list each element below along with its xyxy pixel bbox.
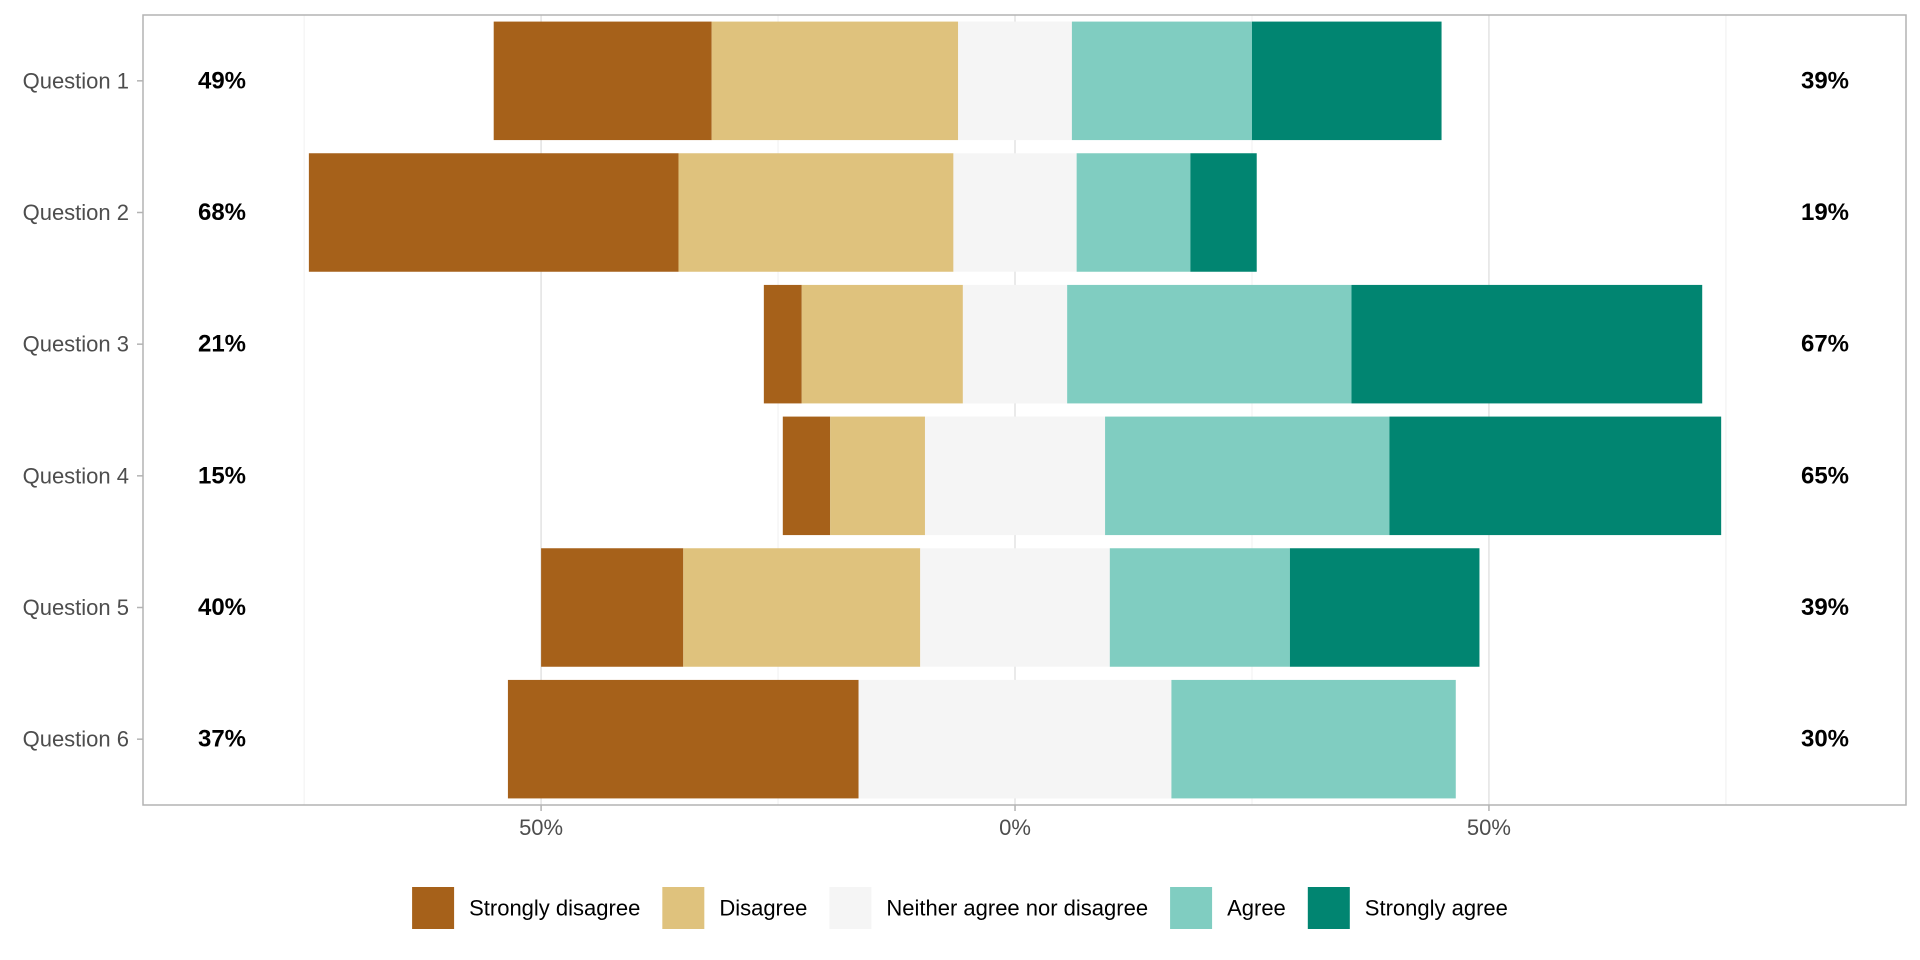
legend-key [412, 887, 455, 929]
agree-percent-label: 19% [1801, 199, 1849, 226]
bar-agree [1109, 548, 1290, 667]
plot-background [143, 15, 1906, 805]
y-axis-labels: Question 1 Question 2 Question 3 Question 4… [23, 68, 143, 752]
disagree-percent-label: 49% [198, 67, 246, 94]
x-tick-label: 50% [1467, 815, 1511, 840]
legend-item-disagree: Disagree [662, 887, 807, 929]
x-axis-labels: 50% 0% 50% [519, 805, 1511, 840]
percent-labels: 49% 39% 68% 19% 21% 67% 15% 65% 40% 39% 37% 30% [198, 67, 1849, 752]
legend-item-neither-agree-nor-disagree: Neither agree nor disagree [829, 887, 1148, 929]
bars [308, 21, 1722, 799]
bar-neither-agree-nor-disagree [858, 679, 1172, 799]
legend-label: Strongly agree [1365, 896, 1508, 921]
bar-strongly-disagree [541, 548, 684, 667]
y-tick-label: Question 2 [23, 200, 129, 225]
bar-agree [1105, 416, 1390, 536]
agree-percent-label: 39% [1801, 594, 1849, 621]
legend-key [1307, 887, 1350, 929]
y-tick-label: Question 5 [23, 595, 129, 620]
bar-neither-agree-nor-disagree [924, 416, 1106, 536]
agree-percent-label: 39% [1801, 67, 1849, 94]
legend-item-agree: Agree [1170, 887, 1286, 929]
y-tick-label: Question 4 [23, 463, 129, 488]
x-tick-label: 50% [519, 815, 563, 840]
agree-percent-label: 30% [1801, 726, 1849, 753]
bar-disagree [711, 21, 959, 141]
bar-strongly-disagree [763, 284, 802, 404]
disagree-percent-label: 68% [198, 199, 246, 226]
legend: Strongly disagree Disagree Neither agree n… [412, 887, 1508, 929]
bar-strongly-disagree [493, 21, 712, 141]
bar-agree [1071, 21, 1252, 141]
bar-disagree [678, 153, 954, 272]
gridlines [303, 15, 1727, 805]
bar-agree [1076, 153, 1191, 272]
bar-disagree [801, 284, 963, 404]
bar-strongly-disagree [782, 416, 831, 536]
legend-label: Neither agree nor disagree [886, 896, 1148, 921]
bar-strongly-agree [1190, 153, 1257, 272]
legend-label: Strongly disagree [469, 896, 640, 921]
bar-strongly-agree [1389, 416, 1722, 536]
agree-percent-label: 65% [1801, 462, 1849, 489]
legend-key [662, 887, 705, 929]
agree-percent-label: 67% [1801, 331, 1849, 358]
bar-agree [1067, 284, 1352, 404]
y-tick-label: Question 1 [23, 68, 129, 93]
bar-disagree [830, 416, 925, 536]
legend-key [829, 887, 872, 929]
disagree-percent-label: 21% [198, 331, 246, 358]
bar-strongly-agree [1251, 21, 1442, 141]
bar-disagree [683, 548, 921, 667]
bar-neither-agree-nor-disagree [958, 21, 1072, 141]
legend-item-strongly-disagree: Strongly disagree [412, 887, 640, 929]
disagree-percent-label: 37% [198, 726, 246, 753]
bar-neither-agree-nor-disagree [920, 548, 1110, 667]
plot-border [142, 14, 1907, 806]
legend-key [1170, 887, 1213, 929]
bar-neither-agree-nor-disagree [953, 153, 1077, 272]
bar-strongly-disagree [308, 153, 679, 272]
bar-strongly-disagree [507, 679, 859, 799]
y-tick-label: Question 3 [23, 332, 129, 357]
legend-label: Agree [1227, 896, 1286, 921]
bar-agree [1171, 679, 1456, 799]
y-tick-label: Question 6 [23, 727, 129, 752]
bar-strongly-agree [1289, 548, 1480, 667]
disagree-percent-label: 40% [198, 594, 246, 621]
bar-strongly-agree [1351, 284, 1703, 404]
x-tick-label: 0% [999, 815, 1031, 840]
bar-neither-agree-nor-disagree [962, 284, 1068, 404]
disagree-percent-label: 15% [198, 462, 246, 489]
legend-label: Disagree [719, 896, 807, 921]
legend-item-strongly-agree: Strongly agree [1307, 887, 1508, 929]
